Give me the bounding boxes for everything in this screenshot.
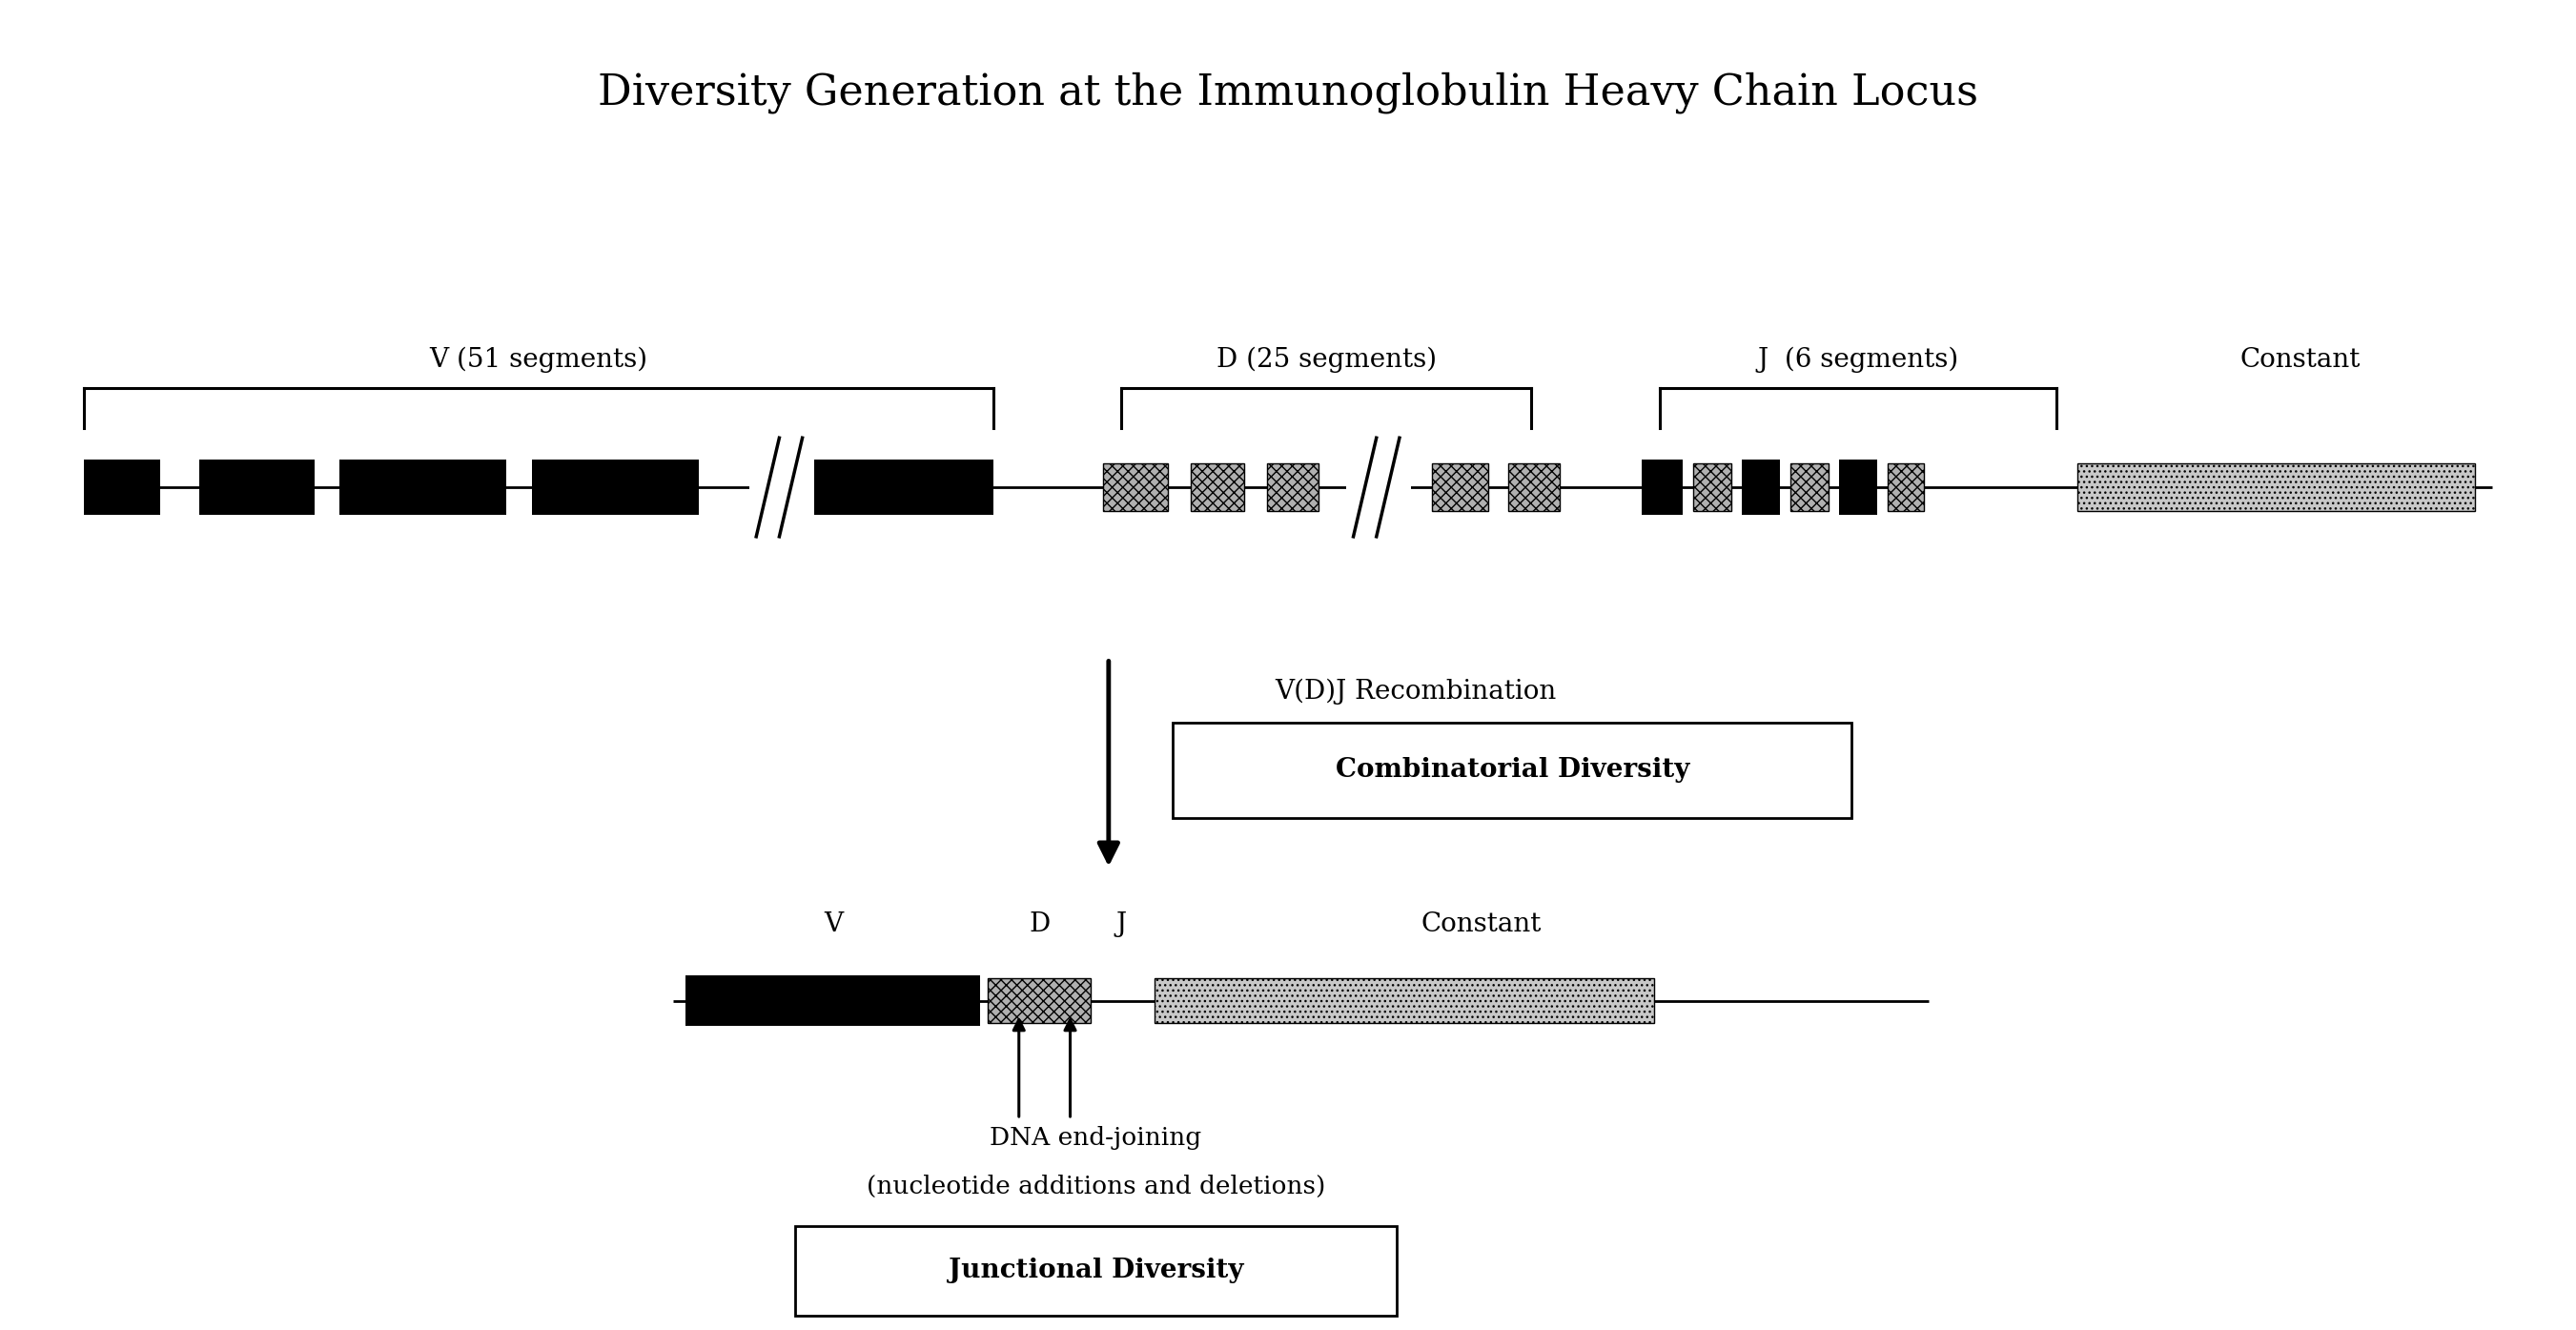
Bar bbox=[814, 460, 994, 515]
Text: DNA end-joining: DNA end-joining bbox=[989, 1127, 1203, 1149]
Bar bbox=[1510, 464, 1558, 511]
Text: V (51 segments): V (51 segments) bbox=[430, 347, 647, 372]
Bar bbox=[1888, 464, 1924, 511]
Text: Constant: Constant bbox=[2241, 347, 2360, 372]
Bar bbox=[1267, 464, 1319, 511]
Text: Constant: Constant bbox=[1422, 912, 1540, 938]
Bar bbox=[1432, 464, 1489, 511]
Bar bbox=[1790, 464, 1829, 511]
Bar bbox=[685, 976, 981, 1025]
Bar bbox=[1103, 464, 1167, 511]
Bar bbox=[1641, 460, 1682, 515]
Text: J  (6 segments): J (6 segments) bbox=[1757, 347, 1958, 372]
Bar bbox=[1692, 464, 1731, 511]
Text: Junctional Diversity: Junctional Diversity bbox=[948, 1258, 1244, 1283]
Text: V(D)J Recombination: V(D)J Recombination bbox=[1275, 678, 1556, 705]
Bar bbox=[1839, 460, 1878, 515]
Text: (nucleotide additions and deletions): (nucleotide additions and deletions) bbox=[866, 1174, 1324, 1198]
Bar bbox=[1741, 460, 1780, 515]
Bar bbox=[1154, 979, 1654, 1023]
Bar bbox=[989, 979, 1090, 1023]
Bar bbox=[1172, 724, 1852, 818]
Text: V: V bbox=[824, 912, 842, 938]
Text: D (25 segments): D (25 segments) bbox=[1216, 347, 1437, 372]
Bar bbox=[750, 446, 814, 529]
Bar bbox=[793, 1226, 1396, 1315]
Text: J: J bbox=[1115, 912, 1126, 938]
Bar bbox=[82, 460, 160, 515]
Bar bbox=[533, 460, 698, 515]
Bar bbox=[198, 460, 314, 515]
Text: Combinatorial Diversity: Combinatorial Diversity bbox=[1334, 758, 1690, 783]
Text: D: D bbox=[1028, 912, 1051, 938]
Bar bbox=[1190, 464, 1244, 511]
Bar bbox=[340, 460, 507, 515]
Bar bbox=[2076, 464, 2476, 511]
Bar bbox=[1347, 446, 1412, 529]
Text: Diversity Generation at the Immunoglobulin Heavy Chain Locus: Diversity Generation at the Immunoglobul… bbox=[598, 72, 1978, 113]
